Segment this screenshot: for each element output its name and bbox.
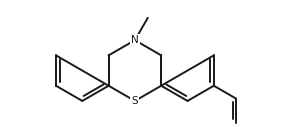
Text: S: S (132, 96, 138, 106)
Text: N: N (131, 35, 139, 45)
